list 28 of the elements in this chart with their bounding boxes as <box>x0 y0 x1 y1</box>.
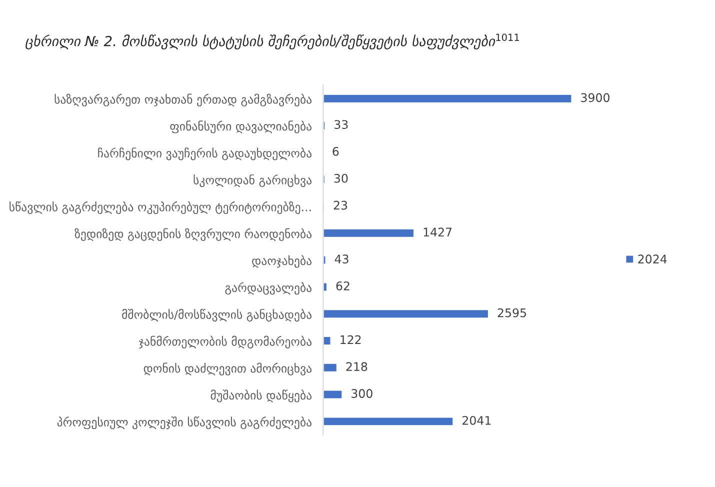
y-tick-label: ფინანსური დავალიანება <box>170 120 312 134</box>
y-tick-label: საზღვარგარეთ ოჯახთან ერთად გამგზავრება <box>54 94 312 106</box>
data-label: 30 <box>334 174 348 183</box>
data-label: 218 <box>346 362 368 372</box>
y-tick-label: მუშაობის დაწყება <box>210 390 312 402</box>
y-tick-label: ზედიზედ გაცდენის ზღვრული რაოდენობა <box>74 228 312 241</box>
legend-label: 2024 <box>638 254 667 264</box>
y-tick-label: ჩარჩენილი ვაუჩერის გადაუხდელობა <box>98 148 312 160</box>
y-tick-label: ჯანმრთელობის მდგომარეობა <box>138 336 312 348</box>
y-tick-label: მშობლის/მოსწავლის განცხადება <box>122 308 312 322</box>
data-label: 23 <box>334 200 348 210</box>
data-label: 300 <box>352 389 372 398</box>
data-label: 43 <box>334 254 348 264</box>
y-tick-label: დონის დაძლევით ამორიცხვა <box>144 362 312 376</box>
data-label: 2041 <box>462 416 491 425</box>
y-tick-label: სწავლის გაგრძელება ოკუპირებულ ტერიტორიებზე... <box>10 201 311 214</box>
data-label: 3900 <box>581 93 610 102</box>
data-label: 2595 <box>498 308 526 318</box>
data-label: 6 <box>332 146 339 156</box>
y-tick-label: პროფესიულ კოლეჯში სწავლის გაგრძელება <box>57 416 312 430</box>
data-label: 122 <box>340 335 361 344</box>
data-label: 1427 <box>424 228 452 236</box>
data-label: 33 <box>334 120 348 129</box>
y-tick-label: დაოჯახება <box>252 255 312 268</box>
y-tick-label: გარდაცვალება <box>225 282 312 295</box>
y-tick-label: სკოლიდან გარიცხვა <box>194 174 312 188</box>
data-label: 62 <box>336 281 350 290</box>
chart-title: ცხრილი № 2. მოსწავლის სტატუსის შეჩერების/შეწყვეტის საფუძვლები$^{1011}$ <box>26 34 519 50</box>
